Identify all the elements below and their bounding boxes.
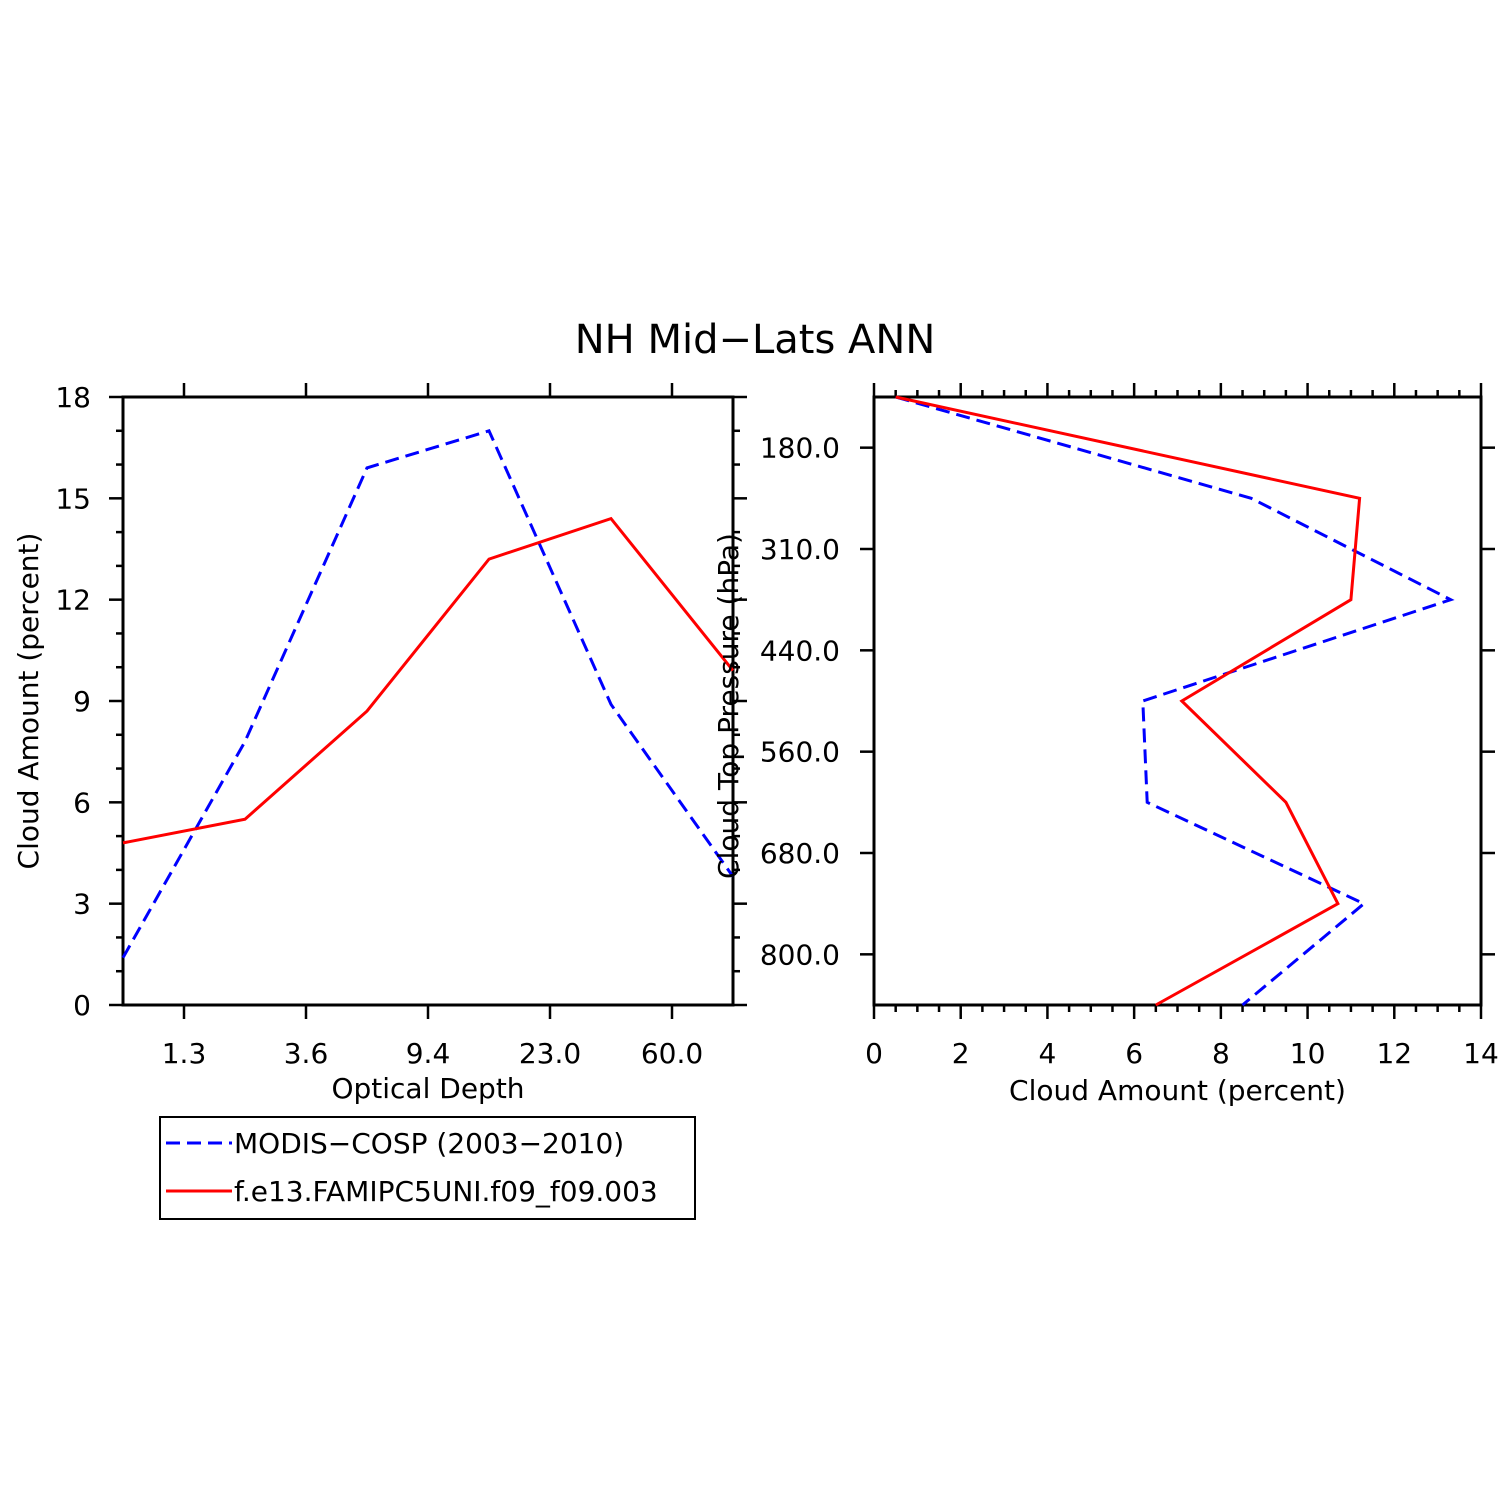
right-ytick-label: 180.0 [760, 432, 840, 465]
left-xtick-label: 9.4 [406, 1037, 451, 1070]
left-ytick-label: 0 [73, 989, 91, 1022]
figure-title: NH Mid−Lats ANN [575, 317, 936, 363]
legend-label-modis: MODIS−COSP (2003−2010) [234, 1127, 624, 1160]
right-y-axis-title: Cloud Top Pressure (hPa) [712, 533, 745, 879]
left-ytick-label: 9 [73, 685, 91, 718]
left-xtick-label: 3.6 [284, 1037, 329, 1070]
left-ytick-label: 15 [55, 482, 91, 515]
right-ytick-label: 680.0 [760, 837, 840, 870]
legend: MODIS−COSP (2003−2010) f.e13.FAMIPC5UNI.… [159, 1116, 696, 1220]
left-ytick-label: 3 [73, 888, 91, 921]
left-xtick-label: 60.0 [641, 1037, 703, 1070]
right-ytick-label: 800.0 [760, 938, 840, 971]
left-ytick-label: 12 [55, 584, 91, 617]
right-plot-frame [872, 395, 1483, 1007]
right-xtick-label: 12 [1376, 1037, 1412, 1070]
left-x-axis-title: Optical Depth [331, 1072, 524, 1105]
legend-box [159, 1116, 696, 1220]
right-xtick-label: 0 [865, 1037, 883, 1070]
right-xtick-label: 6 [1125, 1037, 1143, 1070]
right-series-modis-line [895, 395, 1455, 1007]
right-xtick-label: 10 [1290, 1037, 1326, 1070]
right-xtick-label: 4 [1039, 1037, 1057, 1070]
right-xtick-label: 14 [1463, 1037, 1499, 1070]
left-series-model-line [122, 516, 735, 845]
right-ytick-label: 310.0 [760, 533, 840, 566]
left-ytick-label: 6 [73, 786, 91, 819]
left-plot-frame [121, 395, 735, 1007]
left-xtick-label: 1.3 [162, 1037, 207, 1070]
right-ytick-label: 560.0 [760, 736, 840, 769]
left-panel-optical-depth: 0 3 6 9 12 15 18 1.3 3.6 9.4 23.0 60.0 Optical Depth… [12, 381, 747, 1105]
left-ytick-label: 18 [55, 381, 91, 414]
right-panel-cloud-top-pressure: 0 2 4 6 8 10 12 14 180.0 310.0 440.0 560.0 680.0 800.… [712, 383, 1499, 1107]
left-y-axis-title: Cloud Amount (percent) [12, 533, 45, 870]
right-series-model-line [895, 395, 1362, 1007]
legend-label-model: f.e13.FAMIPC5UNI.f09_f09.003 [234, 1175, 658, 1208]
right-x-axis-title: Cloud Amount (percent) [1009, 1074, 1346, 1107]
left-series-modis-line [121, 428, 735, 959]
right-ytick-label: 440.0 [760, 634, 840, 667]
right-xtick-label: 2 [952, 1037, 970, 1070]
right-xtick-label: 8 [1212, 1037, 1230, 1070]
left-xtick-label: 23.0 [519, 1037, 581, 1070]
